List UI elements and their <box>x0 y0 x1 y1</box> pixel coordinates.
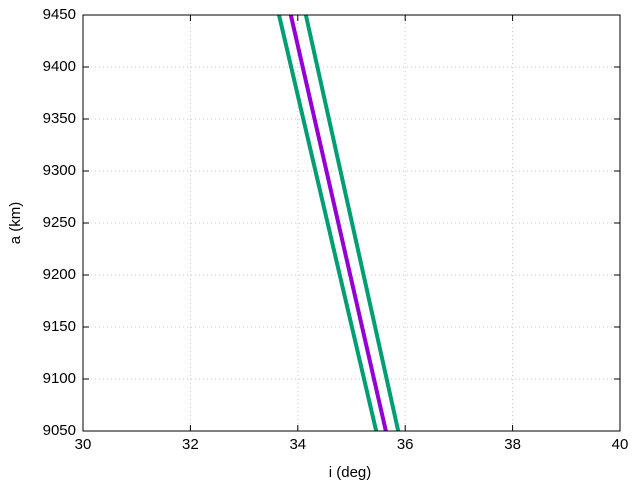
x-tick-label: 30 <box>75 436 92 453</box>
data-line <box>277 14 379 432</box>
plot-frame <box>82 14 621 432</box>
x-tick-label: 40 <box>612 436 629 453</box>
y-tick-label: 9300 <box>43 162 76 179</box>
y-tick-label: 9050 <box>43 422 76 439</box>
y-tick-label: 9150 <box>43 318 76 335</box>
y-tick-label: 9250 <box>43 214 76 231</box>
y-tick-label: 9450 <box>43 6 76 23</box>
y-tick-label: 9400 <box>43 58 76 75</box>
x-tick-label: 32 <box>182 436 199 453</box>
x-tick-label: 38 <box>504 436 521 453</box>
x-axis-label: i (deg) <box>329 464 372 480</box>
data-line <box>303 14 401 432</box>
y-tick-label: 9350 <box>43 110 76 127</box>
y-axis-label: a (km) <box>7 202 24 245</box>
y-tick-label: 9100 <box>43 370 76 387</box>
data-line <box>288 14 388 432</box>
y-tick-label: 9200 <box>43 266 76 283</box>
x-tick-label: 34 <box>289 436 306 453</box>
x-tick-label: 36 <box>397 436 414 453</box>
